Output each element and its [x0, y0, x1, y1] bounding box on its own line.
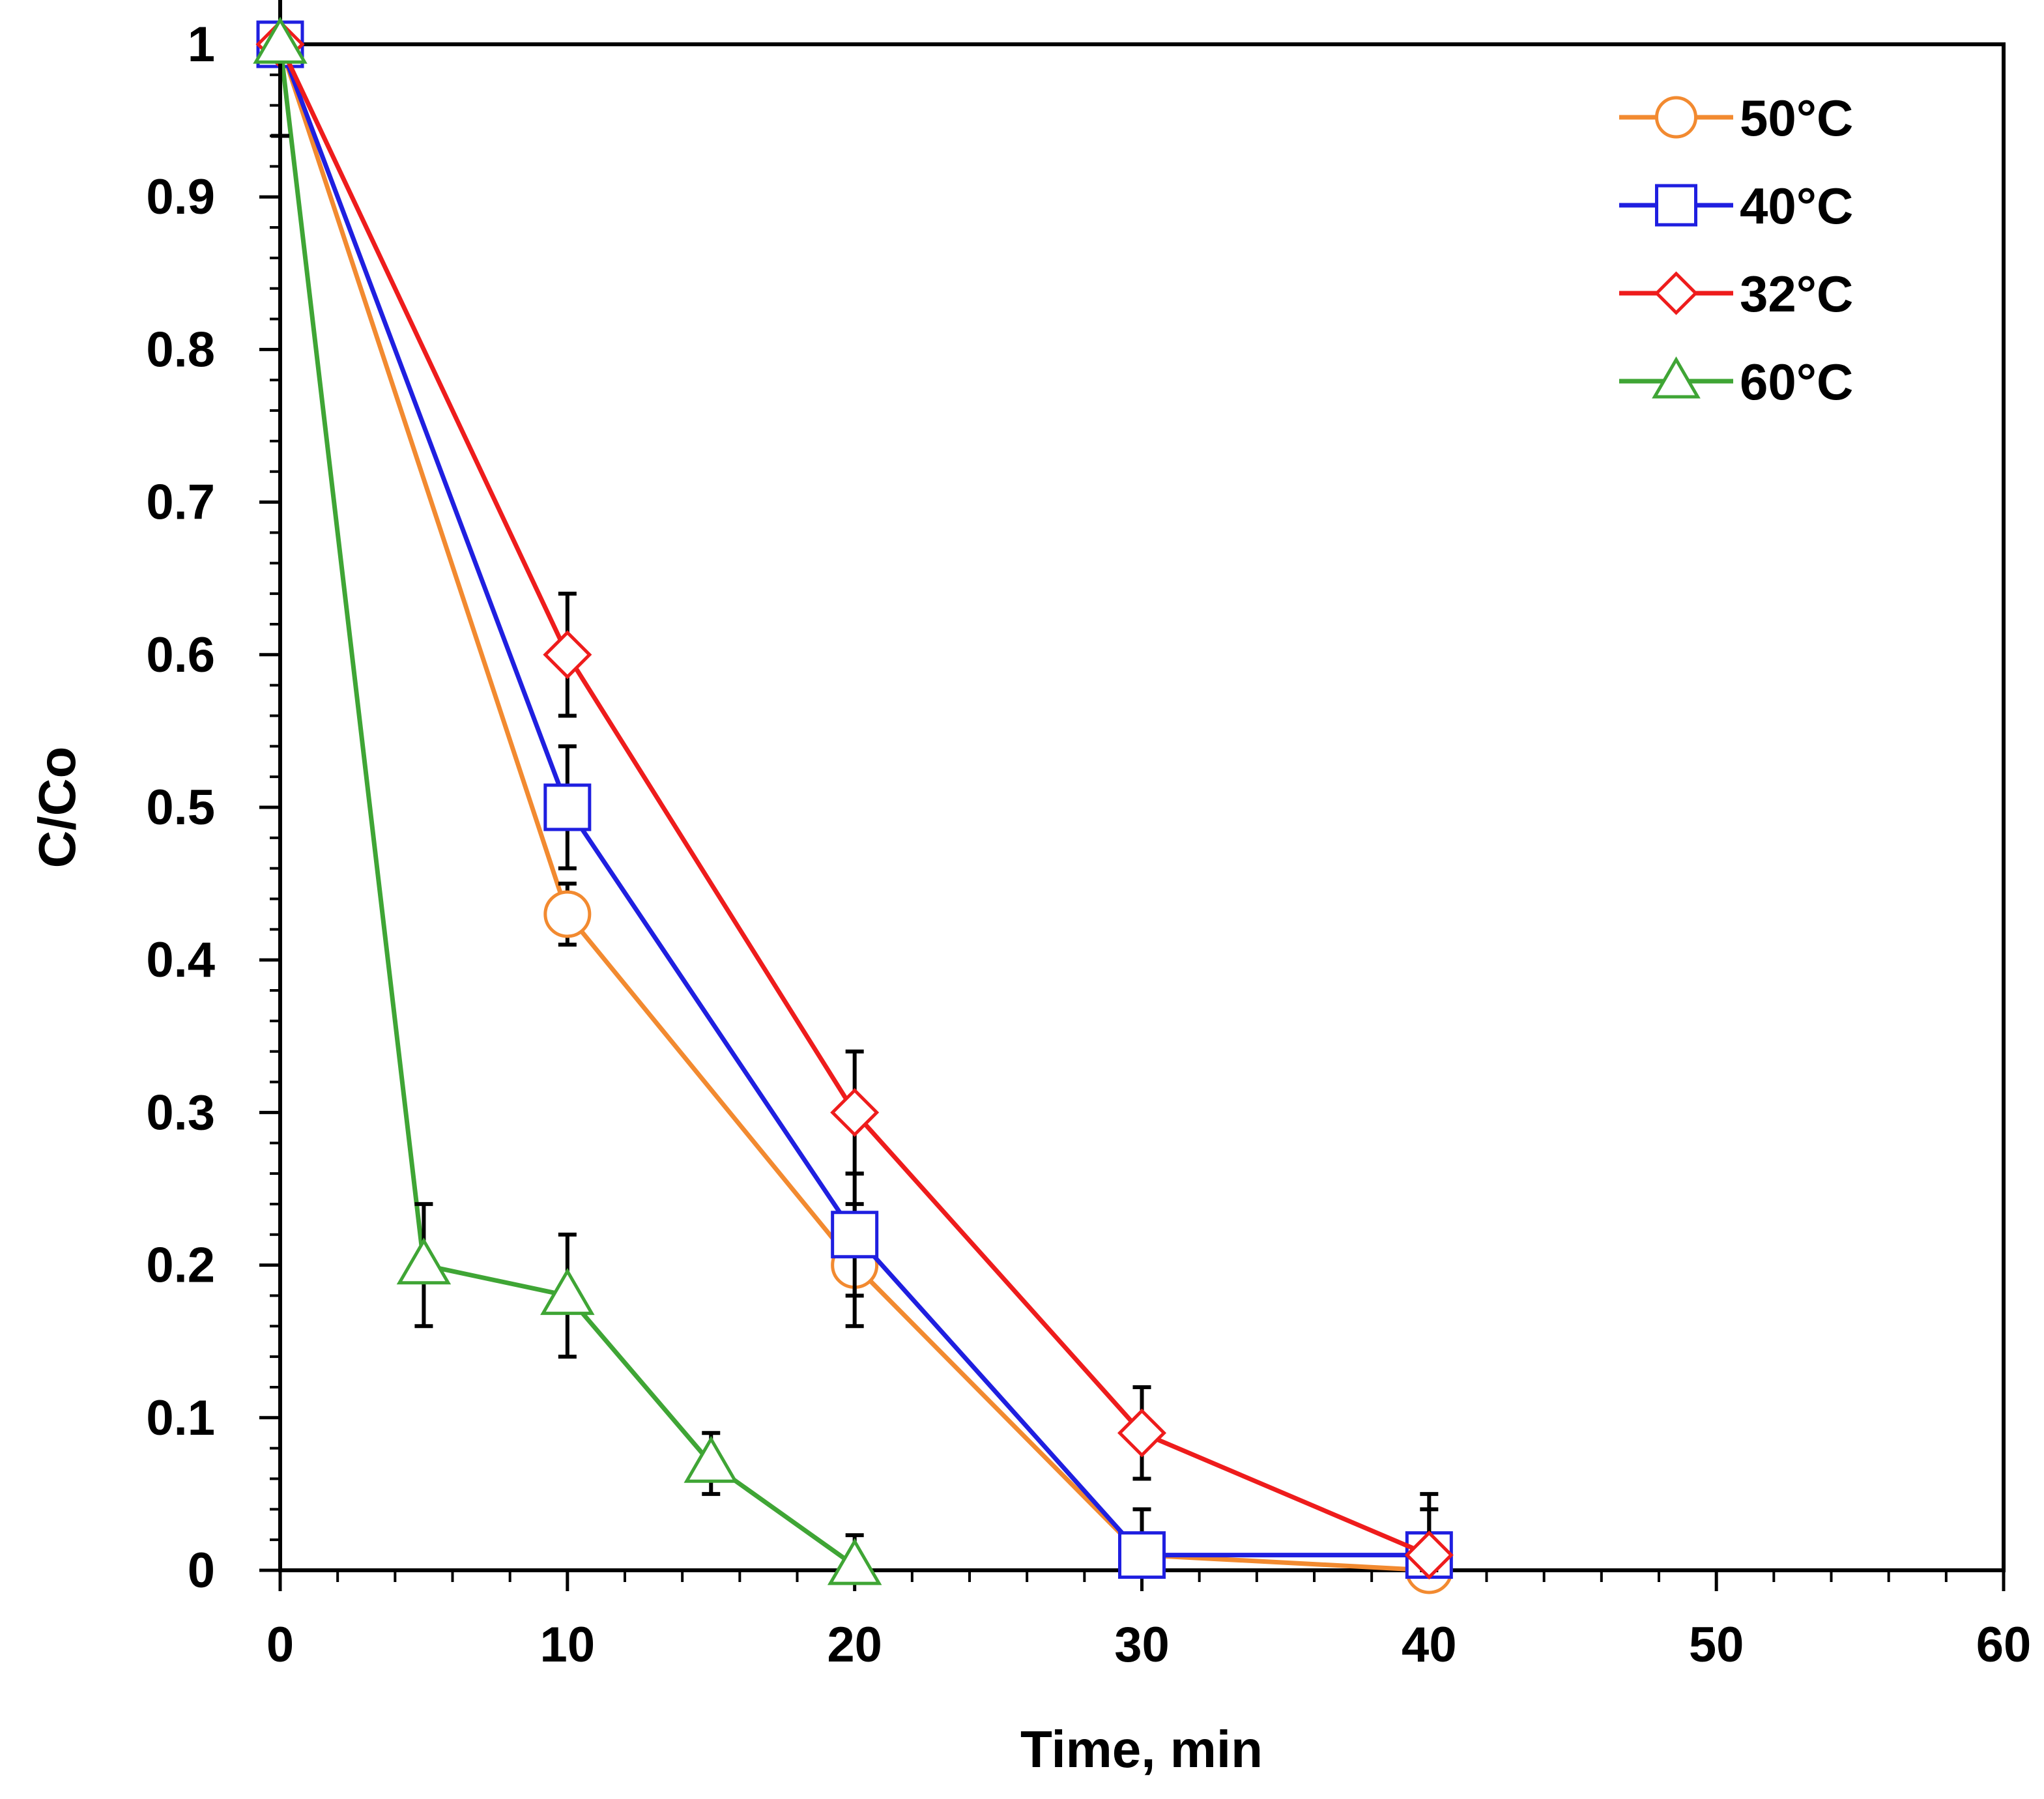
- legend-label: 32°C: [1740, 265, 1853, 323]
- x-tick-label: 20: [827, 1617, 882, 1673]
- data-point-diamond: [1654, 271, 1699, 315]
- legend-item: 60°C: [1619, 353, 1853, 410]
- y-tick-label: 0.6: [146, 627, 215, 683]
- data-point-square: [831, 1211, 879, 1259]
- legend-item: 50°C: [1619, 89, 1853, 147]
- series-line: [278, 43, 1430, 1557]
- data-point-diamond: [830, 1087, 880, 1137]
- data-point-triangle: [1652, 356, 1701, 399]
- series-triangle: [253, 0, 882, 1585]
- series-line: [278, 43, 1430, 1558]
- y-axis-ticks: 0 0.1 0.2 0.3 0.4 0.5 0.6 0.7 0.8 0.9 1: [146, 17, 280, 1598]
- series-line: [278, 43, 1430, 1573]
- legend-item: 40°C: [1619, 177, 1853, 235]
- data-point-triangle: [396, 1237, 452, 1285]
- y-tick-label: 0.2: [146, 1238, 215, 1293]
- y-minor-ticks: [270, 73, 280, 1542]
- y-tick-label: 0.3: [146, 1085, 215, 1140]
- legend-label: 40°C: [1740, 177, 1853, 235]
- series-diamond: [255, 20, 1454, 1580]
- x-tick-label: 60: [1976, 1617, 2032, 1673]
- data-point-square: [1118, 1531, 1166, 1579]
- data-point-circle: [543, 890, 592, 938]
- x-tick-label: 0: [266, 1617, 294, 1673]
- y-axis-title: C/Co: [28, 747, 86, 869]
- series-circle: [256, 20, 1453, 1594]
- y-tick-label: 0.4: [146, 932, 215, 988]
- data-point-triangle: [253, 16, 308, 64]
- data-point-diamond: [1117, 1408, 1167, 1458]
- y-tick-label: 0.8: [146, 322, 215, 377]
- x-axis-ticks: 0 10 20 30 40 50 60: [266, 1570, 2031, 1673]
- data-point-square: [543, 783, 592, 831]
- x-tick-label: 50: [1689, 1617, 1744, 1673]
- y-tick-label: 1: [188, 17, 215, 72]
- x-minor-ticks: [336, 1570, 1948, 1582]
- data-point-triangle: [827, 1538, 882, 1585]
- data-point-triangle: [540, 1268, 595, 1316]
- legend-label: 50°C: [1740, 89, 1853, 147]
- data-point-diamond: [1404, 1531, 1454, 1580]
- series-layer: [253, 0, 1454, 1594]
- x-axis-title: Time, min: [1020, 1720, 1263, 1778]
- y-tick-label: 0.9: [146, 169, 215, 225]
- x-tick-label: 40: [1402, 1617, 1457, 1673]
- y-tick-label: 0.7: [146, 475, 215, 530]
- legend-label: 60°C: [1740, 353, 1853, 410]
- y-tick-label: 0: [188, 1543, 215, 1598]
- x-tick-label: 30: [1114, 1617, 1170, 1673]
- data-point-circle: [1655, 96, 1697, 139]
- data-point-triangle: [684, 1435, 738, 1483]
- series-square: [256, 20, 1453, 1579]
- y-tick-label: 0.1: [146, 1390, 215, 1446]
- y-tick-label: 0.5: [146, 780, 215, 835]
- legend: 50°C 40°C 32°C 60°C: [1619, 89, 1853, 410]
- legend-item: 32°C: [1619, 265, 1853, 323]
- data-point-diamond: [543, 630, 592, 680]
- data-point-square: [1655, 184, 1697, 227]
- x-tick-label: 10: [540, 1617, 596, 1673]
